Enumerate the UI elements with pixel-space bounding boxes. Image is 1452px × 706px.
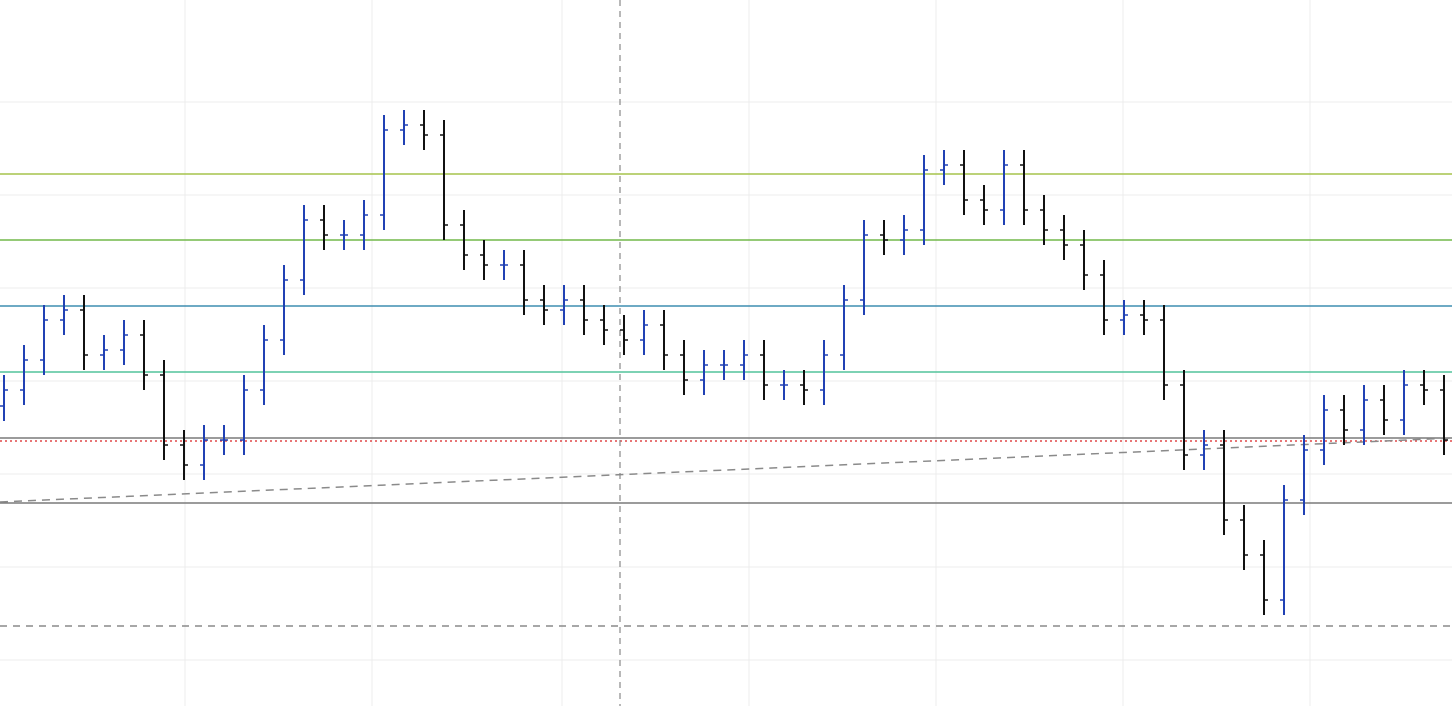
trend-line [0, 437, 1452, 503]
